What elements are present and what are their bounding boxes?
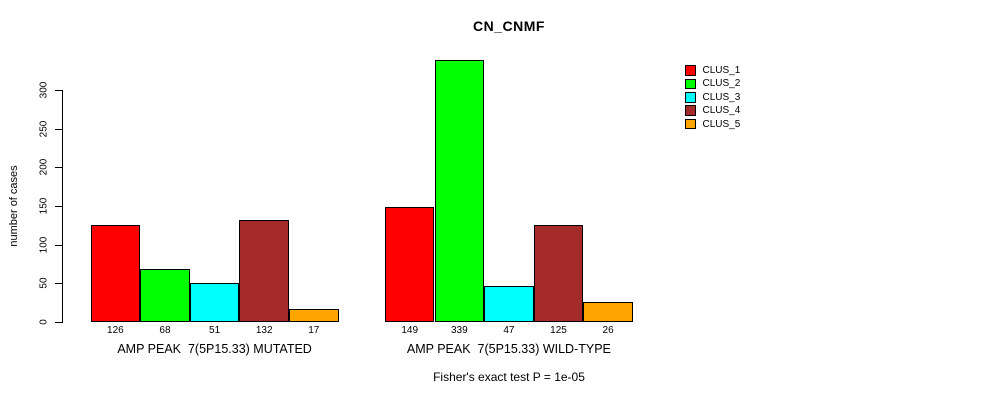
legend-item-label: CLUS_4 bbox=[702, 105, 741, 117]
legend-item: CLUS_5 bbox=[685, 119, 740, 130]
annotation-text: Fisher's exact test P = 1e-05 bbox=[433, 370, 585, 384]
legend-item-label: CLUS_5 bbox=[702, 118, 741, 130]
y-axis-tick bbox=[55, 283, 62, 285]
bar-value-label: 26 bbox=[602, 325, 614, 336]
bar-value-label: 68 bbox=[159, 325, 171, 336]
legend-item: CLUS_3 bbox=[685, 92, 740, 103]
bar bbox=[289, 308, 339, 322]
y-axis-tick bbox=[55, 244, 62, 246]
legend-item-label: CLUS_1 bbox=[702, 65, 741, 76]
legend-item: CLUS_2 bbox=[685, 78, 740, 89]
legend-swatch-icon bbox=[685, 65, 696, 76]
bar-value-label: 125 bbox=[550, 325, 567, 336]
y-axis-tick bbox=[55, 128, 62, 130]
bar bbox=[189, 282, 240, 322]
legend-item-label: CLUS_2 bbox=[702, 78, 741, 90]
y-axis-tick-label: 50 bbox=[38, 277, 50, 289]
legend-swatch-icon bbox=[685, 92, 696, 103]
legend-item-label: CLUS_3 bbox=[702, 91, 741, 103]
chart-title: CN_CNMF bbox=[473, 18, 545, 34]
y-axis-tick bbox=[55, 90, 62, 91]
bar bbox=[434, 59, 485, 322]
y-axis-label: number of cases bbox=[8, 165, 20, 247]
bar bbox=[533, 225, 584, 322]
legend-swatch-icon bbox=[685, 105, 696, 116]
bar bbox=[140, 269, 190, 322]
bar bbox=[484, 285, 534, 322]
y-axis-tick-label: 150 bbox=[38, 197, 50, 215]
x-axis-group-label: AMP PEAK 7(5P15.33) MUTATED bbox=[117, 342, 312, 356]
bar bbox=[583, 301, 633, 322]
x-axis-group-label: AMP PEAK 7(5P15.33) WILD-TYPE bbox=[406, 342, 611, 356]
bar-value-label: 51 bbox=[209, 325, 221, 336]
y-axis-tick bbox=[55, 322, 62, 323]
bar bbox=[239, 219, 289, 322]
bar-value-label: 339 bbox=[450, 325, 468, 336]
bar-value-label: 17 bbox=[308, 325, 320, 336]
bar bbox=[384, 206, 435, 322]
y-axis-tick-label: 100 bbox=[38, 236, 50, 253]
bar-value-label: 47 bbox=[503, 325, 515, 336]
y-axis-tick-label: 200 bbox=[38, 158, 50, 176]
y-axis-tick-label: 300 bbox=[38, 81, 50, 99]
bar-value-label: 149 bbox=[401, 325, 419, 336]
legend-item: CLUS_4 bbox=[685, 105, 740, 116]
bar bbox=[90, 224, 141, 322]
y-axis-tick bbox=[55, 167, 62, 169]
legend-swatch-icon bbox=[685, 118, 696, 130]
y-axis-line bbox=[62, 90, 63, 323]
y-axis-tick-label: 250 bbox=[38, 120, 50, 137]
legend-item: CLUS_1 bbox=[685, 65, 740, 76]
y-axis-tick-label: 0 bbox=[38, 319, 50, 325]
bar-value-label: 132 bbox=[255, 325, 273, 336]
bar-value-label: 126 bbox=[107, 325, 124, 336]
y-axis-tick bbox=[55, 206, 62, 207]
legend-swatch-icon bbox=[685, 78, 696, 90]
